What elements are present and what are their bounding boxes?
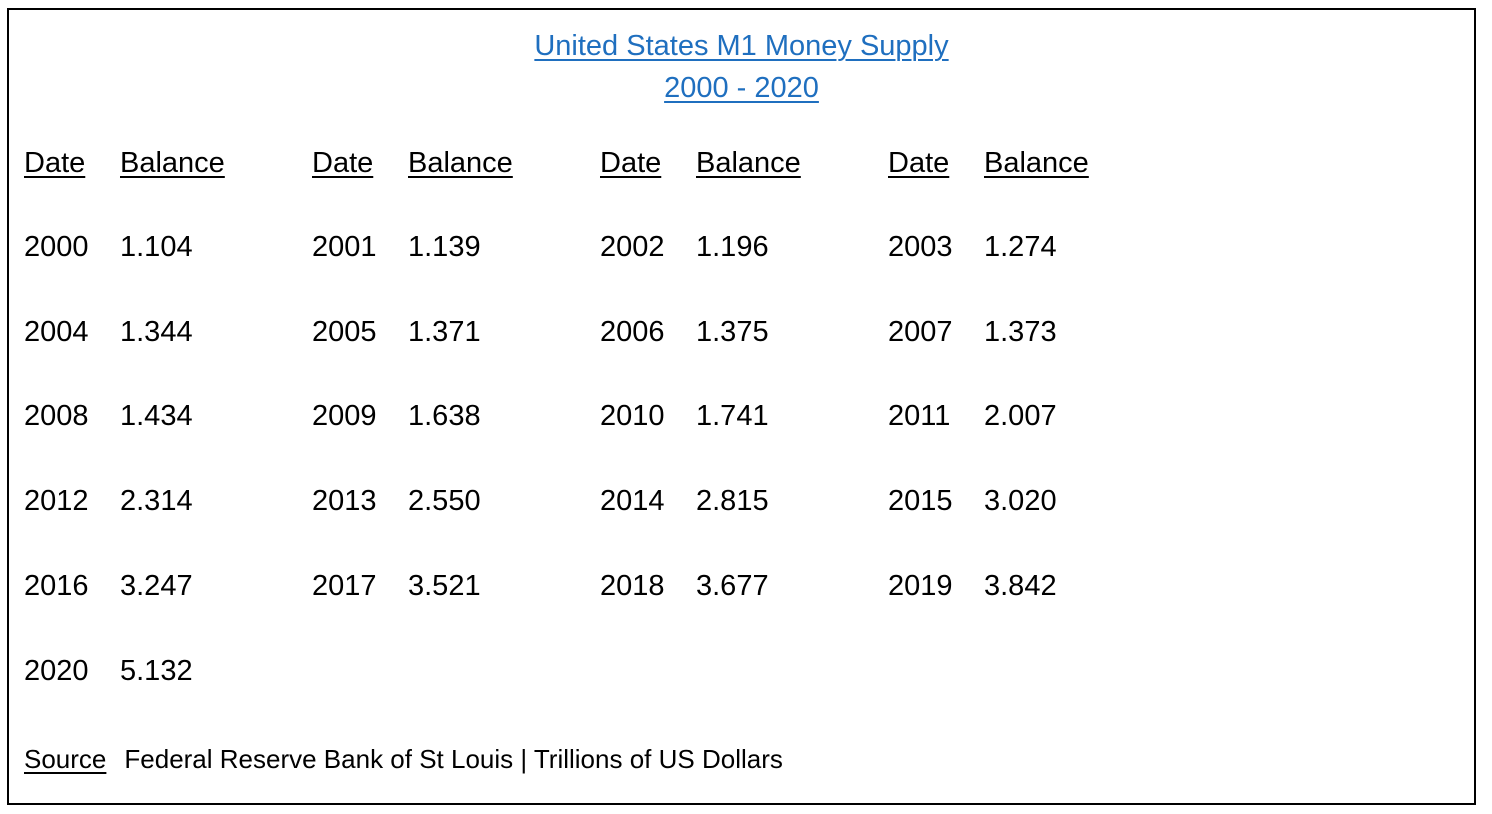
table-cell-balance: 1.196 [696, 231, 769, 263]
page-title-link[interactable]: United States M1 Money Supply [534, 30, 949, 62]
table-cell-date: 2016 [24, 570, 89, 602]
table-cell-balance: 1.375 [696, 316, 769, 348]
table-cell-balance: 3.521 [408, 570, 481, 602]
column-header-balance: Balance [696, 147, 801, 179]
column-header-date: Date [312, 147, 374, 179]
page-subtitle-link[interactable]: 2000 - 2020 [664, 72, 819, 104]
table-cell-balance: 1.373 [984, 316, 1057, 348]
table-cell-balance: 3.247 [120, 570, 193, 602]
table-cell-balance: 1.344 [120, 316, 193, 348]
document-frame: United States M1 Money Supply 2000 - 202… [7, 8, 1476, 805]
table-cell-date: 2002 [600, 231, 665, 263]
table-cell-date: 2004 [24, 316, 89, 348]
table-cell-date: 2009 [312, 400, 377, 432]
table-cell-balance: 3.842 [984, 570, 1057, 602]
table-cell-balance: 1.274 [984, 231, 1057, 263]
source-text: Federal Reserve Bank of St Louis | Trill… [124, 744, 783, 774]
table-cell-balance: 1.741 [696, 400, 769, 432]
table-cell-date: 2019 [888, 570, 953, 602]
table-cell-balance: 3.677 [696, 570, 769, 602]
table-cell-date: 2008 [24, 400, 89, 432]
source-note: Source Federal Reserve Bank of St Louis |… [24, 741, 783, 777]
table-cell-balance: 3.020 [984, 485, 1057, 517]
table-cell-balance: 1.434 [120, 400, 193, 432]
table-cell-date: 2012 [24, 485, 89, 517]
table-cell-date: 2005 [312, 316, 377, 348]
column-header-balance: Balance [120, 147, 225, 179]
table-cell-date: 2000 [24, 231, 89, 263]
table-cell-date: 2003 [888, 231, 953, 263]
table-cell-date: 2006 [600, 316, 665, 348]
source-label: Source [24, 744, 107, 774]
table-cell-balance: 1.104 [120, 231, 193, 263]
table-cell-date: 2020 [24, 655, 89, 687]
table-cell-balance: 5.132 [120, 655, 193, 687]
table-cell-date: 2018 [600, 570, 665, 602]
table-cell-balance: 2.815 [696, 485, 769, 517]
table-cell-balance: 1.371 [408, 316, 481, 348]
table-cell-balance: 2.314 [120, 485, 193, 517]
table-cell-date: 2013 [312, 485, 377, 517]
table-cell-date: 2011 [888, 400, 951, 432]
table-cell-date: 2017 [312, 570, 377, 602]
table-cell-date: 2014 [600, 485, 665, 517]
column-header-balance: Balance [408, 147, 513, 179]
table-cell-balance: 2.550 [408, 485, 481, 517]
column-header-balance: Balance [984, 147, 1089, 179]
table-cell-balance: 1.638 [408, 400, 481, 432]
column-header-date: Date [24, 147, 86, 179]
table-cell-balance: 1.139 [408, 231, 481, 263]
column-header-date: Date [600, 147, 662, 179]
table-cell-balance: 2.007 [984, 400, 1057, 432]
table-cell-date: 2007 [888, 316, 953, 348]
table-cell-date: 2010 [600, 400, 665, 432]
title-block: United States M1 Money Supply 2000 - 202… [9, 25, 1474, 109]
column-header-date: Date [888, 147, 950, 179]
table-cell-date: 2001 [312, 231, 377, 263]
table-cell-date: 2015 [888, 485, 953, 517]
